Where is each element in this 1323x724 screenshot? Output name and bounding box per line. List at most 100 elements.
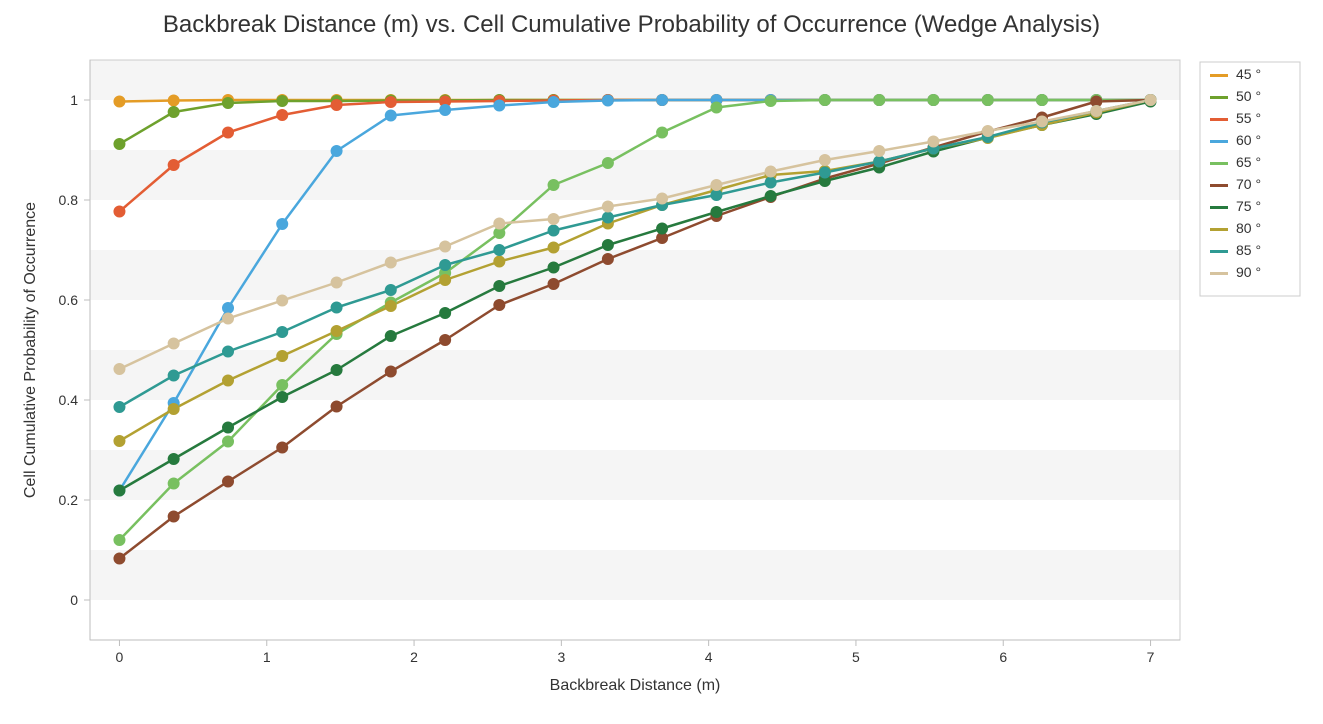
series-marker	[982, 95, 993, 106]
series-marker	[819, 95, 830, 106]
series-marker	[440, 241, 451, 252]
series-marker	[331, 326, 342, 337]
y-tick-label: 1	[70, 92, 78, 108]
series-marker	[223, 436, 234, 447]
series-marker	[385, 97, 396, 108]
series-marker	[114, 553, 125, 564]
legend-swatch	[1210, 250, 1228, 253]
series-marker	[168, 338, 179, 349]
series-marker	[277, 295, 288, 306]
series-marker	[440, 335, 451, 346]
series-marker	[819, 155, 830, 166]
legend-label: 65 °	[1236, 154, 1261, 170]
series-marker	[874, 146, 885, 157]
series-marker	[331, 302, 342, 313]
series-marker	[548, 279, 559, 290]
series-marker	[494, 281, 505, 292]
series-marker	[114, 436, 125, 447]
legend-label: 60 °	[1236, 132, 1261, 148]
series-marker	[494, 256, 505, 267]
legend-label: 45 °	[1236, 66, 1261, 82]
series-marker	[548, 225, 559, 236]
series-marker	[765, 191, 776, 202]
series-marker	[223, 476, 234, 487]
legend-label: 90 °	[1236, 264, 1261, 280]
series-marker	[114, 364, 125, 375]
series-marker	[385, 285, 396, 296]
series-marker	[928, 95, 939, 106]
series-marker	[874, 156, 885, 167]
legend-swatch	[1210, 162, 1228, 165]
series-marker	[602, 212, 613, 223]
x-tick-label: 2	[410, 649, 418, 665]
legend-label: 70 °	[1236, 176, 1261, 192]
series-marker	[277, 96, 288, 107]
line-chart: Backbreak Distance (m) vs. Cell Cumulati…	[0, 0, 1323, 724]
series-marker	[602, 240, 613, 251]
series-marker	[223, 127, 234, 138]
legend-swatch	[1210, 96, 1228, 99]
legend-swatch	[1210, 184, 1228, 187]
series-marker	[440, 105, 451, 116]
series-marker	[168, 478, 179, 489]
series-marker	[331, 401, 342, 412]
series-marker	[440, 275, 451, 286]
series-marker	[168, 511, 179, 522]
x-tick-label: 4	[705, 649, 713, 665]
series-marker	[223, 375, 234, 386]
series-marker	[765, 177, 776, 188]
series-marker	[874, 95, 885, 106]
series-marker	[765, 96, 776, 107]
x-tick-label: 1	[263, 649, 271, 665]
grid-band	[90, 550, 1180, 600]
grid-band	[90, 150, 1180, 200]
series-marker	[819, 167, 830, 178]
series-marker	[114, 96, 125, 107]
x-tick-label: 0	[116, 649, 124, 665]
x-tick-label: 6	[999, 649, 1007, 665]
series-marker	[982, 126, 993, 137]
series-marker	[277, 219, 288, 230]
grid-band	[90, 450, 1180, 500]
series-marker	[223, 422, 234, 433]
series-marker	[223, 98, 234, 109]
y-tick-label: 0.4	[59, 392, 79, 408]
legend-label: 55 °	[1236, 110, 1261, 126]
legend-swatch	[1210, 74, 1228, 77]
chart-title: Backbreak Distance (m) vs. Cell Cumulati…	[163, 11, 1100, 38]
series-marker	[1036, 116, 1047, 127]
series-marker	[277, 351, 288, 362]
series-marker	[602, 158, 613, 169]
series-marker	[711, 207, 722, 218]
y-tick-label: 0.2	[59, 492, 79, 508]
legend-swatch	[1210, 118, 1228, 121]
series-marker	[548, 242, 559, 253]
series-marker	[223, 303, 234, 314]
series-marker	[494, 100, 505, 111]
series-marker	[548, 97, 559, 108]
series-marker	[1091, 106, 1102, 117]
grid-band	[90, 250, 1180, 300]
series-marker	[548, 214, 559, 225]
series-marker	[114, 535, 125, 546]
series-marker	[494, 245, 505, 256]
legend-label: 85 °	[1236, 242, 1261, 258]
series-marker	[223, 313, 234, 324]
series-marker	[277, 380, 288, 391]
series-marker	[385, 331, 396, 342]
series-marker	[711, 190, 722, 201]
y-axis-label: Cell Cumulative Probability of Occurrenc…	[22, 202, 39, 498]
series-marker	[602, 95, 613, 106]
series-marker	[168, 95, 179, 106]
series-marker	[711, 180, 722, 191]
legend-swatch	[1210, 206, 1228, 209]
series-marker	[385, 257, 396, 268]
x-axis-label: Backbreak Distance (m)	[550, 677, 721, 694]
series-marker	[114, 402, 125, 413]
series-marker	[602, 254, 613, 265]
series-marker	[331, 365, 342, 376]
y-tick-label: 0.6	[59, 292, 79, 308]
y-tick-label: 0	[70, 592, 78, 608]
series-marker	[385, 366, 396, 377]
y-tick-label: 0.8	[59, 192, 79, 208]
